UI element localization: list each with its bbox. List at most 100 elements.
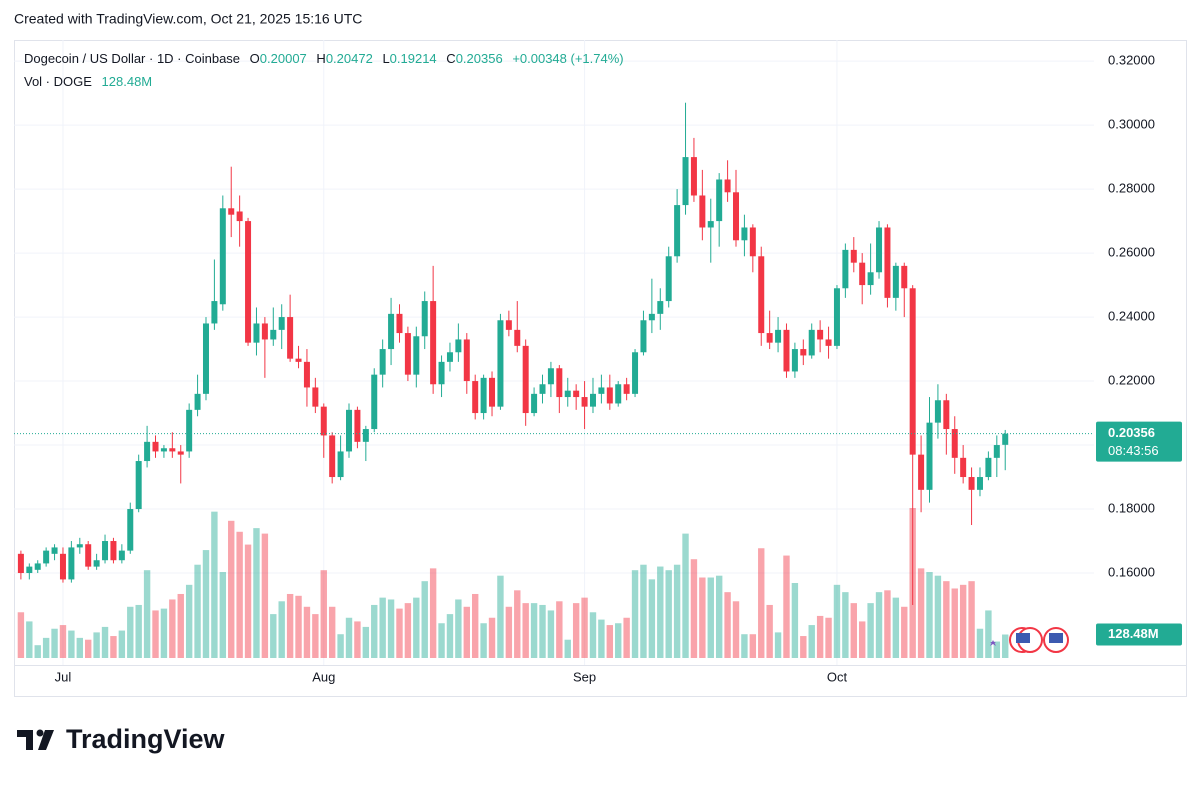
candle-body [396,313,403,334]
volume-bar [261,533,269,658]
volume-bar [17,612,25,658]
y-tick-label: 0.32000 [1108,53,1155,68]
candle-body [581,397,588,407]
candle-body [690,157,697,196]
candle-body [236,211,243,222]
candle-body [884,227,891,298]
volume-bar [707,577,714,658]
candle-body [17,553,24,574]
candle-body [202,323,209,394]
volume-bar [34,645,41,658]
volume-bar [951,588,958,658]
candle-body [741,227,748,241]
candle-body [547,368,554,385]
volume-bar [640,564,647,658]
volume-bar [51,628,58,658]
ohlc-key: C [446,51,455,66]
volume-bar [715,575,723,658]
y-tick-label: 0.24000 [1108,309,1155,324]
volume-bar [867,603,874,658]
y-tick-label: 0.30000 [1108,117,1155,132]
volume-bar [488,617,496,658]
volume-bar [345,617,353,658]
volume-bar [463,606,470,658]
candle-body [758,256,765,334]
candle-body [775,329,782,343]
volume-bar [657,566,664,658]
candle-body [312,387,319,407]
candle-body [522,345,529,414]
volume-pane [17,508,1009,658]
candle-body [68,547,75,580]
volume-bar [295,595,302,658]
volume-bar [303,606,311,658]
ohlc-value: 0.20007 [260,51,307,66]
candle-body [76,544,83,548]
candle-body [901,265,908,289]
volume-bar [934,575,942,658]
volume-bar [127,606,134,658]
candle-body [724,179,731,193]
volume-bar [185,584,193,658]
volume-bar [404,603,412,658]
volume-bar [413,597,420,658]
candle-body [867,272,874,286]
candle-body [556,368,563,398]
volume-bar [648,579,656,658]
volume-bar [783,555,790,658]
candle-body [295,358,302,362]
candle-body [640,320,647,353]
candle-body [144,441,151,462]
candle-body [993,445,1000,458]
volume-bar [371,604,378,658]
legend-line: Dogecoin / US Dollar · 1D · Coinbase O0.… [24,51,624,66]
volume-bar [160,608,168,658]
candle-body [329,435,336,478]
candle-body [918,454,925,490]
candle-body [463,339,470,382]
volume-bar [472,593,479,658]
candle-body [589,393,596,407]
volume-bar [623,617,630,658]
chart-frame [14,40,1187,697]
volume-bar [589,612,597,658]
volume-bar [766,604,773,658]
candle-body [43,550,50,564]
ohlc-value: 0.19214 [390,51,437,66]
volume-bar [564,639,571,658]
volume-bar [101,626,109,658]
candle-body [632,352,639,394]
volume-bar [312,614,319,658]
candle-body [934,400,941,423]
candle-body [413,336,420,375]
created-note: Created with TradingView.com, Oct 21, 20… [14,11,362,27]
volume-bar [228,520,235,658]
volume-bar [892,597,900,658]
candle-body [833,288,840,346]
candle-body [699,195,706,228]
volume-bar [615,623,622,658]
volume-bar [362,626,370,658]
candle-body [371,374,378,430]
y-tick-label: 0.26000 [1108,245,1155,260]
candle-body [219,208,226,305]
volume-bar [749,634,757,658]
volume-bar [253,528,260,658]
candle-body [446,352,453,362]
ohlc-key: O [250,51,260,66]
volume-bar [917,568,925,658]
volume-bar [429,568,437,658]
volume-bar [581,597,588,658]
volume-bar [539,604,546,658]
volume-bar [396,608,403,658]
volume-bar [926,572,933,658]
volume-bar [177,593,184,658]
candle-body [102,541,109,561]
candle-body [976,477,983,490]
candle-body [623,384,630,394]
volume-bar [143,570,151,658]
event-icons [990,627,1069,653]
volume-legend: Vol · DOGE 128.48M [24,74,152,89]
candle-body [573,390,580,398]
